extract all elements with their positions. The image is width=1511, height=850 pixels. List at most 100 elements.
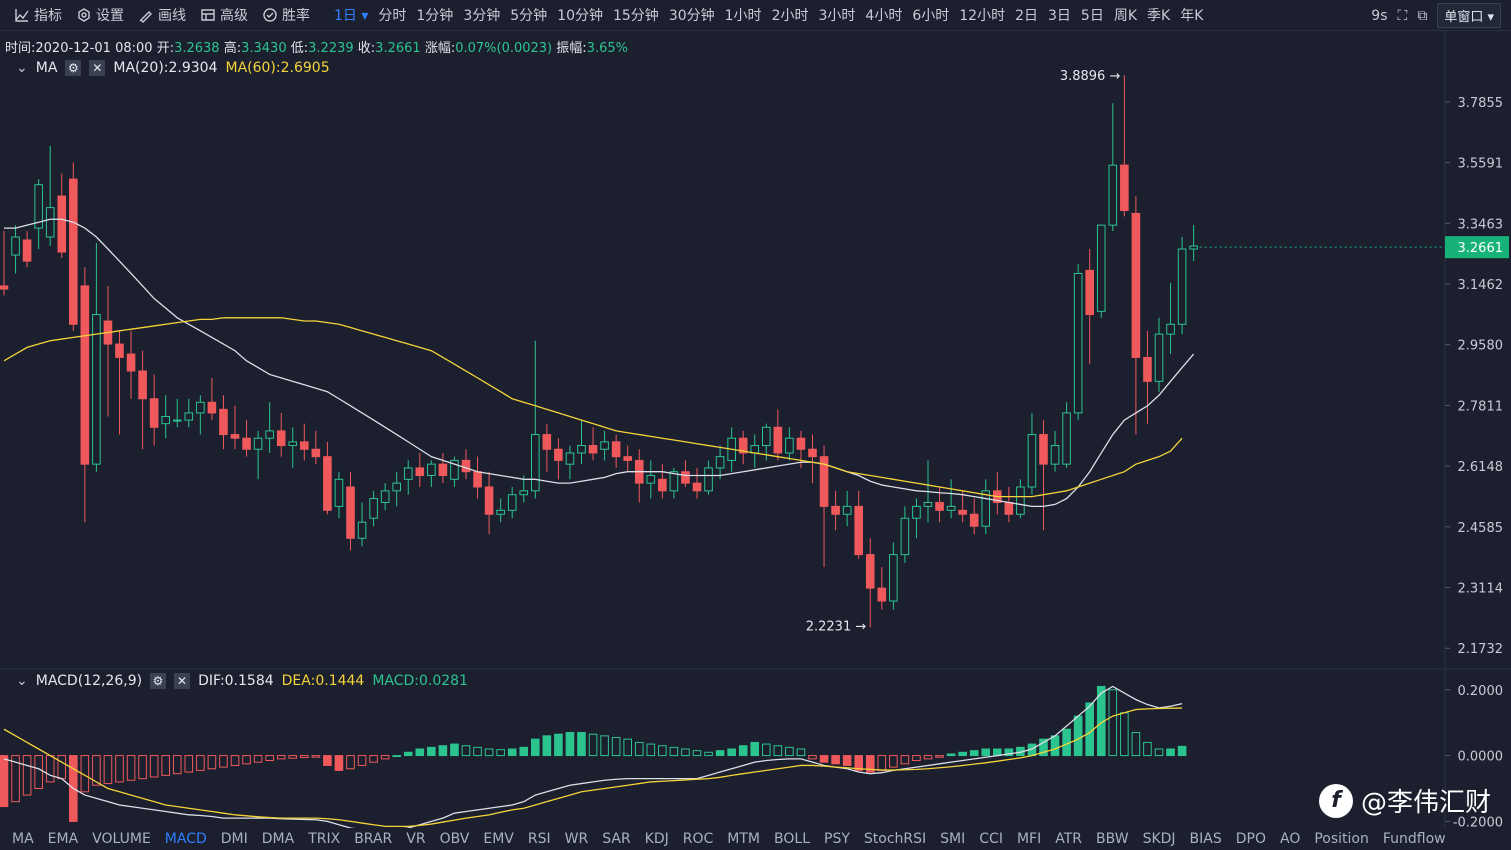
close-icon[interactable]: ✕: [174, 673, 191, 689]
collapse-icon[interactable]: ⌄: [16, 673, 28, 689]
candle-body: [623, 456, 633, 461]
candle-body: [126, 353, 136, 372]
tab-smi[interactable]: SMI: [940, 831, 966, 847]
candle-body: [1189, 245, 1198, 250]
price-chart[interactable]: 3.7855 3.5591 3.3463 3.1462 2.9580 2.7811 2.61…: [0, 30, 1511, 828]
tab-ma[interactable]: MA: [12, 831, 34, 847]
close-icon[interactable]: ✕: [89, 60, 106, 76]
macd-bar: [981, 748, 991, 757]
macd-bar: [1004, 748, 1014, 757]
tab-emv[interactable]: EMV: [483, 831, 514, 847]
tab-boll[interactable]: BOLL: [774, 831, 810, 847]
tab-psy[interactable]: PSY: [824, 831, 850, 847]
tab-mtm[interactable]: MTM: [727, 831, 761, 847]
window-mode-select[interactable]: 单窗口 ▾: [1437, 3, 1501, 28]
candle-body: [1096, 224, 1106, 312]
tab-bias[interactable]: BIAS: [1189, 831, 1222, 847]
candle-body: [461, 459, 471, 473]
interval-19[interactable]: 年K: [1180, 8, 1204, 24]
candle-body: [323, 456, 332, 511]
tool-advanced[interactable]: 高级: [200, 5, 248, 25]
tab-macd[interactable]: MACD: [164, 831, 207, 847]
tab-dmi[interactable]: DMI: [220, 831, 248, 847]
interval-3[interactable]: 3分钟: [463, 8, 501, 24]
interval-12[interactable]: 6小时: [912, 8, 950, 24]
settings-icon[interactable]: ⚙: [65, 60, 82, 76]
tab-trix[interactable]: TRIX: [308, 831, 341, 847]
macd-value: MACD:0.0281: [372, 673, 468, 689]
interval-4[interactable]: 5分钟: [510, 8, 548, 24]
tool-draw-line[interactable]: 画线: [138, 5, 186, 25]
candle-body: [877, 587, 887, 602]
macd-bar: [762, 743, 771, 757]
macd-bar: [923, 755, 933, 760]
macd-bar: [1039, 738, 1048, 757]
tab-obv[interactable]: OBV: [439, 831, 470, 847]
tool-settings[interactable]: 设置: [76, 5, 124, 25]
interval-11[interactable]: 4小时: [865, 8, 903, 24]
tab-stochrsi[interactable]: StochRSI: [863, 831, 927, 847]
candle-body: [507, 494, 517, 511]
interval-2[interactable]: 1分钟: [416, 8, 454, 24]
interval-17[interactable]: 周K: [1113, 8, 1138, 24]
candle-body: [1050, 445, 1060, 465]
macd-bar: [773, 745, 783, 757]
tab-volume[interactable]: VOLUME: [92, 831, 151, 847]
tab-mfi[interactable]: MFI: [1016, 831, 1042, 847]
candle-body: [738, 437, 748, 454]
tab-atr[interactable]: ATR: [1055, 831, 1082, 847]
candle-body: [0, 285, 9, 290]
candle-body: [1073, 272, 1083, 414]
tab-position[interactable]: Position: [1314, 831, 1369, 847]
interval-8[interactable]: 1小时: [724, 8, 762, 24]
tab-bbw[interactable]: BBW: [1096, 831, 1129, 847]
macd-bar: [692, 750, 702, 757]
interval-0[interactable]: 1日 ▾: [334, 8, 369, 24]
macd-bar: [392, 755, 401, 758]
interval-9[interactable]: 2小时: [771, 8, 809, 24]
candle-body: [11, 236, 20, 256]
macd-bar: [22, 755, 32, 796]
tab-skdj[interactable]: SKDJ: [1142, 831, 1176, 847]
tab-fundflow[interactable]: Fundflow: [1382, 831, 1446, 847]
popout-icon[interactable]: ⧉: [1417, 7, 1428, 24]
interval-6[interactable]: 15分钟: [612, 8, 659, 24]
macd-bar: [819, 755, 829, 763]
tool-winrate[interactable]: 胜率: [262, 5, 310, 25]
tool-indicator[interactable]: 指标: [14, 5, 62, 25]
price-tick-label: 2.6148: [1458, 460, 1504, 475]
tab-brar[interactable]: BRAR: [354, 831, 393, 847]
tab-wr[interactable]: WR: [564, 831, 589, 847]
interval-15[interactable]: 3日: [1048, 8, 1071, 24]
settings-icon[interactable]: ⚙: [150, 673, 167, 689]
tab-roc[interactable]: ROC: [682, 831, 714, 847]
tab-dpo[interactable]: DPO: [1235, 831, 1266, 847]
tab-ao[interactable]: AO: [1280, 831, 1301, 847]
tab-sar[interactable]: SAR: [602, 831, 631, 847]
collapse-icon[interactable]: ⌄: [16, 60, 28, 76]
max-price-label: 3.8896 →: [1060, 69, 1121, 84]
tab-dma[interactable]: DMA: [261, 831, 295, 847]
interval-14[interactable]: 2日: [1015, 8, 1038, 24]
interval-13[interactable]: 12小时: [959, 8, 1006, 24]
toolbar-right: 9s ⛶ ⧉ 单窗口 ▾: [1371, 3, 1501, 28]
macd-bar: [646, 743, 656, 757]
tab-ema[interactable]: EMA: [47, 831, 79, 847]
tab-cci[interactable]: CCI: [979, 831, 1003, 847]
candle-body: [1004, 501, 1014, 515]
fullscreen-icon[interactable]: ⛶: [1397, 7, 1408, 24]
tab-kdj[interactable]: KDJ: [644, 831, 669, 847]
candle-body: [611, 441, 621, 458]
candle-body: [311, 448, 321, 458]
tab-vr[interactable]: VR: [406, 831, 426, 847]
candle-body: [762, 426, 771, 447]
interval-18[interactable]: 季K: [1147, 8, 1171, 24]
tab-rsi[interactable]: RSI: [527, 831, 551, 847]
interval-5[interactable]: 10分钟: [557, 8, 603, 24]
interval-16[interactable]: 5日: [1080, 8, 1104, 24]
macd-bar: [634, 741, 644, 757]
interval-10[interactable]: 3小时: [818, 8, 856, 24]
interval-1[interactable]: 分时: [378, 8, 407, 24]
refresh-timer: 9s: [1371, 7, 1388, 24]
interval-7[interactable]: 30分钟: [668, 8, 715, 24]
